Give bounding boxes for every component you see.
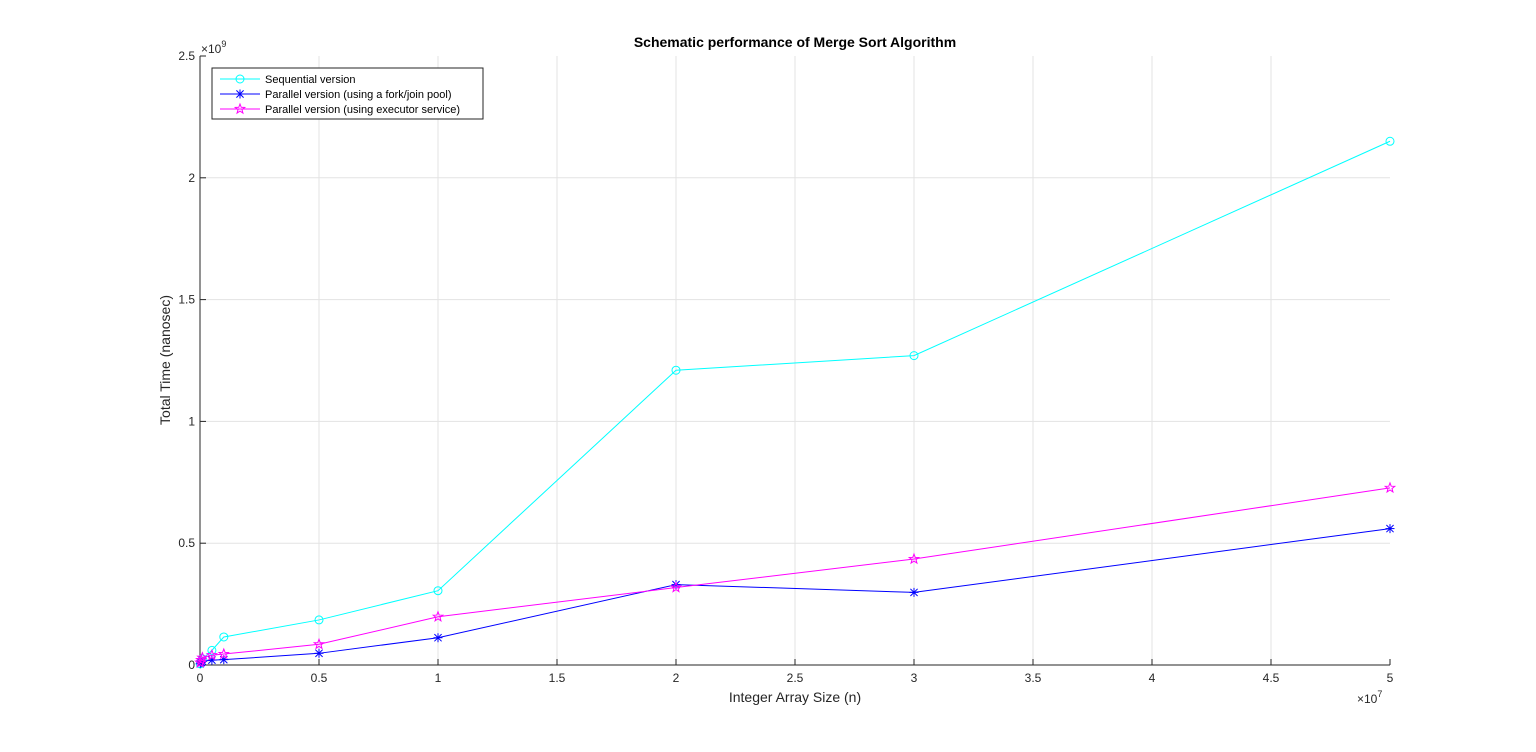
chart-title: Schematic performance of Merge Sort Algo… (634, 34, 956, 50)
y-tick-label: 2 (188, 171, 195, 185)
legend: Sequential version Parallel version (usin… (211, 67, 484, 120)
x-tick-label: 2.5 (787, 671, 804, 685)
y-axis-multiplier: ×109 (201, 39, 226, 56)
series-line (199, 487, 1391, 663)
legend-marker (235, 89, 245, 99)
data-point (1383, 481, 1397, 494)
data-point (205, 648, 219, 661)
data-point (314, 648, 324, 658)
y-multiplier-exp: 9 (221, 39, 226, 49)
y-tick-label: 0.5 (178, 536, 195, 550)
x-multiplier-exp: 7 (1377, 689, 1382, 699)
x-axis-label: Integer Array Size (n) (729, 689, 861, 705)
svg-text:×109: ×109 (201, 39, 226, 56)
data-point (907, 552, 921, 565)
data-point (433, 633, 443, 643)
legend-item-1: Sequential version (220, 74, 356, 86)
data-point (217, 647, 230, 660)
data-point (669, 581, 683, 593)
data-point (909, 587, 919, 597)
legend-item-3: Parallel version (using executor service… (220, 102, 460, 116)
legend-label: Parallel version (using a fork/join pool… (265, 89, 451, 101)
x-tick-label: 4.5 (1263, 671, 1280, 685)
data-point (909, 351, 919, 361)
legend-item-2: Parallel version (using a fork/join pool… (220, 89, 451, 101)
x-tick-label: 2 (673, 671, 680, 685)
data-point (671, 365, 681, 375)
y-multiplier-base: ×10 (201, 42, 222, 56)
y-tick-label: 1 (188, 414, 195, 428)
x-tick-label: 0 (197, 671, 204, 685)
x-tick-label: 1 (435, 671, 442, 685)
axes: 0 0.5 1 1.5 2 2.5 3 3.5 4 4.5 5 0 0.5 1 1.5 2 2.5 (178, 49, 1393, 685)
data-point (312, 637, 326, 650)
x-tick-label: 4 (1149, 671, 1156, 685)
series-layer (194, 136, 1397, 669)
y-tick-label: 1.5 (178, 293, 195, 307)
data-point (314, 615, 324, 625)
data-point (196, 651, 209, 663)
data-point (431, 610, 445, 622)
data-point (1385, 524, 1395, 534)
x-tick-label: 1.5 (549, 671, 566, 685)
grid (200, 56, 1390, 665)
data-point (219, 632, 229, 642)
y-axis-label: Total Time (nanosec) (157, 295, 173, 425)
x-axis-multiplier: ×107 (1357, 689, 1382, 706)
legend-marker (235, 74, 245, 84)
x-tick-label: 3 (911, 671, 918, 685)
data-point (1385, 136, 1395, 146)
x-multiplier-base: ×10 (1357, 692, 1378, 706)
legend-marker (233, 102, 247, 115)
legend-label: Parallel version (using executor service… (265, 104, 460, 116)
svg-text:×107: ×107 (1357, 689, 1382, 706)
series-3 (194, 481, 1397, 668)
legend-label: Sequential version (265, 74, 356, 86)
data-point (433, 586, 443, 596)
x-tick-label: 3.5 (1025, 671, 1042, 685)
x-tick-label: 5 (1387, 671, 1394, 685)
x-tick-label: 0.5 (311, 671, 328, 685)
y-tick-label: 0 (188, 658, 195, 672)
data-point (207, 645, 217, 655)
y-tick-label: 2.5 (178, 49, 195, 63)
